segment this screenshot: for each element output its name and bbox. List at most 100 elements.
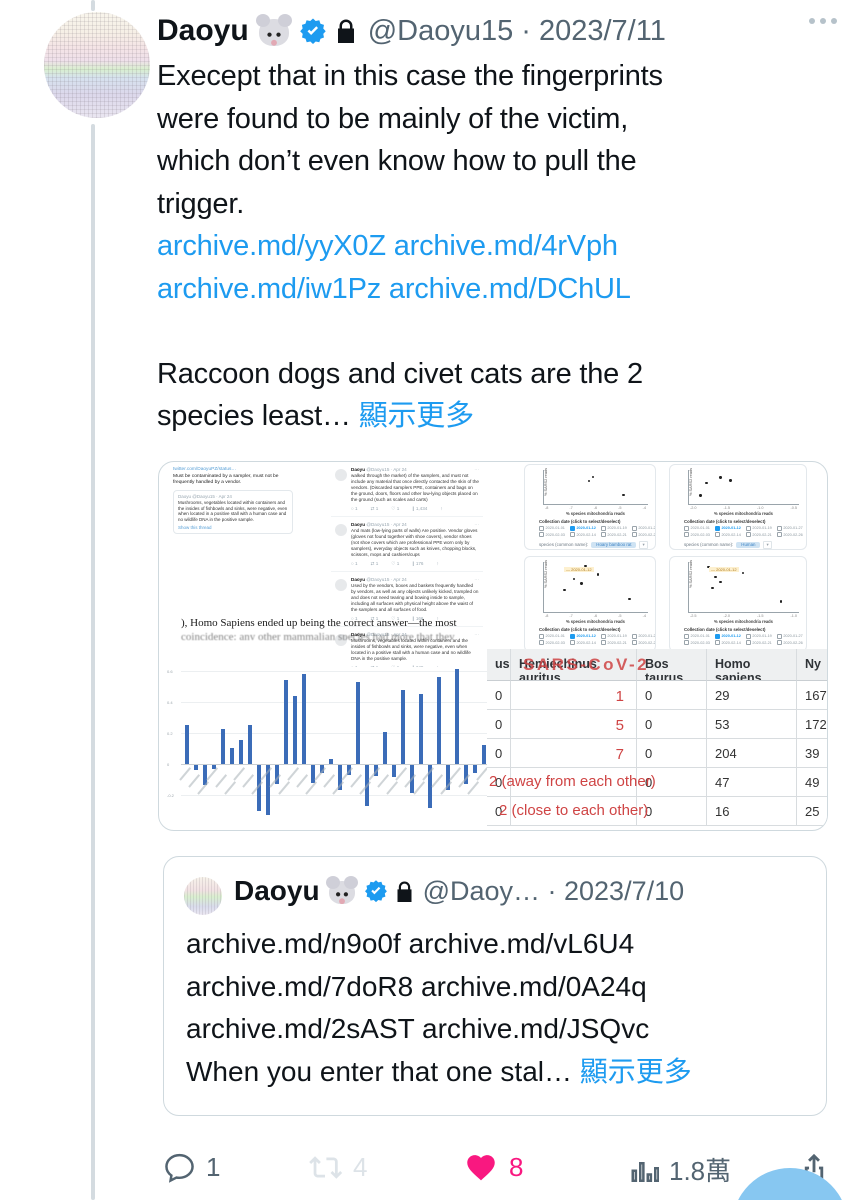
table-header-cell: Homo sapiens bbox=[707, 649, 797, 681]
data-point bbox=[587, 479, 591, 483]
table-cell bbox=[511, 797, 637, 826]
retweet-button[interactable]: 4 bbox=[307, 1151, 367, 1184]
table-cell: 47 bbox=[707, 768, 797, 797]
checkbox-icon bbox=[776, 640, 782, 645]
bar bbox=[302, 673, 306, 764]
scatter-plot: % SARS2 reads — 2020-01-12 bbox=[543, 560, 648, 613]
tweet-link[interactable]: archive.md/DChUL bbox=[388, 272, 631, 305]
thread-tweet-share-icon: ↑ bbox=[440, 506, 443, 511]
screenshot-quote-link: Show this thread bbox=[178, 525, 212, 530]
rotated-tick-label bbox=[467, 781, 479, 795]
views-icon bbox=[631, 1162, 659, 1182]
date-options-row: 2020-01-01 2020-01-12 2020-01-19 2020-01-27… bbox=[684, 633, 803, 639]
x-tick: -5 bbox=[618, 614, 622, 618]
heart-icon bbox=[467, 1155, 495, 1181]
table-header-cell: Hemiechinus auritus bbox=[511, 649, 637, 681]
date-option: 2020-01-19 bbox=[745, 525, 772, 531]
x-tick: -6 bbox=[593, 614, 598, 618]
rotated-tick-label bbox=[413, 781, 425, 795]
reply-icon bbox=[165, 1153, 194, 1183]
display-name[interactable]: Daoyu bbox=[157, 14, 249, 47]
y-tick-label: 0 bbox=[167, 762, 170, 767]
species-value: Hoary bamboo rat bbox=[591, 541, 637, 548]
more-menu-button[interactable] bbox=[809, 18, 837, 24]
checkbox-icon bbox=[745, 633, 751, 639]
text-segment: Execept that in this case the fingerprin… bbox=[157, 60, 663, 92]
thread-tweet-body: Mushrooms, vegetables located within con… bbox=[351, 638, 471, 661]
date-options-row: 2020-01-01 2020-01-12 2020-01-19 2020-01-27… bbox=[539, 633, 655, 639]
rotated-tick-label bbox=[206, 767, 218, 781]
date-option: 2020-01-27 bbox=[631, 633, 655, 639]
thread-tweet-stat: ○ 1 bbox=[351, 665, 358, 668]
views-button[interactable]: 1.8萬 bbox=[629, 1151, 731, 1188]
date-option: 2020-02-21 bbox=[600, 640, 627, 645]
bar bbox=[311, 765, 315, 783]
x-axis-label: % species mitochondria reads bbox=[714, 619, 773, 624]
thread-tweet-header: Daoyu @Daoyu15 · Apr 24 ··· bbox=[351, 577, 479, 582]
like-button[interactable]: 8 bbox=[463, 1151, 523, 1184]
checkbox-icon bbox=[714, 633, 720, 639]
checkbox-icon bbox=[684, 633, 689, 639]
text-line: Raccoon dogs and civet cats are the 2 bbox=[157, 353, 843, 396]
thread-tweet-stat: ♡ 1 bbox=[391, 665, 399, 668]
screenshot-link: twitter.com/DaoyuPZ/status… bbox=[173, 467, 237, 472]
text-segment: Raccoon dogs and civet cats are the 2 bbox=[157, 357, 643, 390]
bar bbox=[275, 765, 279, 784]
thread-tweet-stat: ♡ 1 bbox=[391, 506, 400, 511]
date-option: 2020-01-01 bbox=[539, 633, 565, 639]
table-row: 0 5 0 53 172 bbox=[487, 710, 827, 739]
avatar[interactable] bbox=[44, 12, 150, 118]
thread-tweet-stat: ♡ 1 bbox=[391, 561, 400, 566]
table-cell: 1 bbox=[511, 681, 637, 710]
show-more-link[interactable]: 顯示更多 bbox=[579, 1055, 692, 1087]
thread-tweet-more-icon: ··· bbox=[474, 632, 479, 637]
tweet-media-image[interactable]: twitter.com/DaoyuPZ/status… Must be cont… bbox=[158, 461, 828, 831]
reply-button[interactable]: 1 bbox=[163, 1151, 220, 1184]
thread-tweet: Daoyu @Daoyu15 · Apr 24 ··· And mats (low-… bbox=[331, 517, 483, 572]
date-option: 2020-02-26 bbox=[631, 532, 655, 537]
show-more-link[interactable]: 顯示更多 bbox=[358, 400, 474, 432]
checkbox-icon bbox=[745, 525, 751, 531]
checkbox-icon bbox=[569, 532, 575, 537]
text-line: archive.md/7doR8 archive.md/0A24q bbox=[186, 966, 806, 1009]
x-tick-labels: -2.5 -2.0 -1.5 -1.0 bbox=[690, 614, 797, 618]
bar bbox=[257, 765, 261, 811]
date-option: 2020-01-19 bbox=[745, 633, 772, 639]
tweet-link[interactable]: archive.md/yyX0Z bbox=[157, 230, 386, 262]
table-cell: 53 bbox=[707, 710, 797, 739]
x-tick: -4 bbox=[642, 614, 646, 618]
table-cell: 0 bbox=[637, 768, 707, 797]
thread-tweet-actions: ○ 1 ⇄ 1 ♡ 1 ∥ 249 ↑ bbox=[351, 665, 479, 668]
thread-tweet-actions: ○ 1 ⇄ 1 ♡ 1 ∥ 176 ↑ bbox=[351, 561, 479, 567]
quoted-lock-icon bbox=[397, 880, 412, 902]
bar bbox=[212, 765, 216, 769]
table-cell: 167 bbox=[797, 681, 827, 710]
rotated-tick-label bbox=[242, 774, 254, 788]
checkbox-icon bbox=[776, 525, 782, 531]
text-segment bbox=[157, 315, 165, 347]
x-tick: -1.0 bbox=[790, 614, 797, 618]
mouse-emoji bbox=[255, 13, 292, 46]
bar bbox=[473, 765, 477, 773]
tweet-link[interactable]: archive.md/iw1Pz bbox=[157, 272, 382, 305]
table-cell: 0 bbox=[487, 797, 511, 826]
scatter-plot: % SARS2 reads bbox=[543, 468, 648, 505]
checkbox-icon bbox=[569, 525, 575, 531]
quoted-tweet-card[interactable]: Daoyu @Daoy… · 2023/7/10 archive.md/n9o0… bbox=[163, 856, 827, 1116]
quoted-handle-and-date: @Daoy… · 2023/7/10 bbox=[422, 875, 685, 906]
tweet-link[interactable]: archive.md/4rVph bbox=[393, 230, 618, 262]
handle-and-date[interactable]: @Daoyu15 · 2023/7/11 bbox=[367, 14, 666, 47]
bar bbox=[437, 677, 441, 764]
date-option: 2020-01-12 bbox=[569, 525, 596, 531]
text-segment: archive.md/2sAST archive.md/JSQvc bbox=[186, 1013, 650, 1044]
thread-tweet-stat: ♡ 1 bbox=[391, 616, 400, 621]
thread-tweet-stat: ∥ 176 bbox=[412, 561, 424, 566]
date-options-row: 2020-02-03 2020-02-14 2020-02-21 2020-02-26… bbox=[539, 532, 655, 537]
checkbox-icon bbox=[600, 640, 606, 645]
text-line: trigger. bbox=[157, 183, 843, 226]
date-options-row: 2020-01-01 2020-01-12 2020-01-19 2020-01-27… bbox=[684, 525, 803, 531]
checkbox-icon bbox=[569, 633, 575, 639]
text-line: When you enter that one stal… 顯示更多 bbox=[186, 1051, 806, 1094]
checkbox-icon bbox=[684, 532, 689, 537]
x-tick-labels: -8 -7 -6 -5 -4 bbox=[545, 506, 646, 510]
